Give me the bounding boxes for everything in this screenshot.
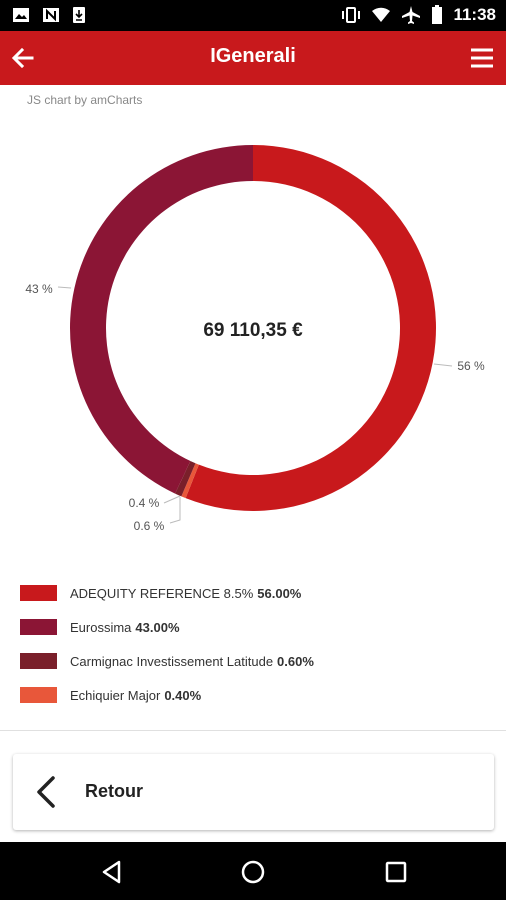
status-time: 11:38 [453,5,496,24]
legend-swatch [20,653,57,669]
legend-swatch [20,585,57,601]
legend-item[interactable]: ADEQUITY REFERENCE 8.5% 56.00% [20,576,314,610]
chart-legend: ADEQUITY REFERENCE 8.5% 56.00% Eurossima 43… [20,576,314,712]
legend-name: Echiquier Major [70,687,161,703]
legend-value: 43.00% [135,619,180,635]
legend-value: 0.40% [164,687,202,703]
donut-slice[interactable] [175,461,196,497]
battery-icon [432,5,443,24]
divider [0,730,506,731]
donut-chart: 56 % 0.4 % 0.6 % 43 % [25,145,485,533]
legend-item[interactable]: Eurossima 43.00% [20,610,314,644]
slice-label-line [57,286,72,289]
home-circle-icon[interactable] [240,859,266,885]
wifi-icon [372,7,391,22]
legend-value: 0.60% [277,653,314,669]
status-bar: 11:38 [0,0,506,31]
slice-label-line [433,363,453,367]
slice-label-line [163,495,181,504]
retour-label: Retour [85,781,143,801]
arrow-left-icon[interactable] [8,43,38,73]
slice-label: 56 % [457,359,485,373]
slice-label: 0.4 % [129,496,160,510]
total-value: 69 110,35 € [203,320,303,341]
legend-item[interactable]: Echiquier Major 0.40% [20,678,314,712]
retour-button[interactable]: Retour [13,754,494,830]
download-icon [73,7,85,23]
slice-label-line [169,497,181,524]
hamburger-menu-icon[interactable] [468,44,496,72]
legend-name: Eurossima [70,619,132,635]
recents-square-icon[interactable] [383,859,409,885]
chart-credit-link[interactable]: JS chart by amCharts [27,93,143,107]
slice-label: 0.6 % [134,519,165,533]
legend-item[interactable]: Carmignac Investissement Latitude 0.60% [20,644,314,678]
app-title: IGenerali [210,45,296,67]
navigation-bar [0,842,506,900]
image-icon [13,8,29,22]
legend-name: Carmignac Investissement Latitude [70,653,274,669]
legend-value: 56.00% [257,585,302,601]
airplane-icon [402,6,421,24]
legend-swatch [20,619,57,635]
donut-slice[interactable] [69,145,254,494]
donut-slice[interactable] [181,463,199,499]
donut-slice[interactable] [185,145,436,511]
slice-label: 43 % [25,282,53,296]
back-triangle-icon[interactable] [99,859,125,885]
legend-swatch [20,687,57,703]
vibrate-icon [342,7,361,23]
app-bar: IGenerali [0,31,506,85]
chevron-left-icon [37,776,55,808]
legend-name: ADEQUITY REFERENCE 8.5% [70,585,254,601]
n-notification-icon [43,8,59,22]
